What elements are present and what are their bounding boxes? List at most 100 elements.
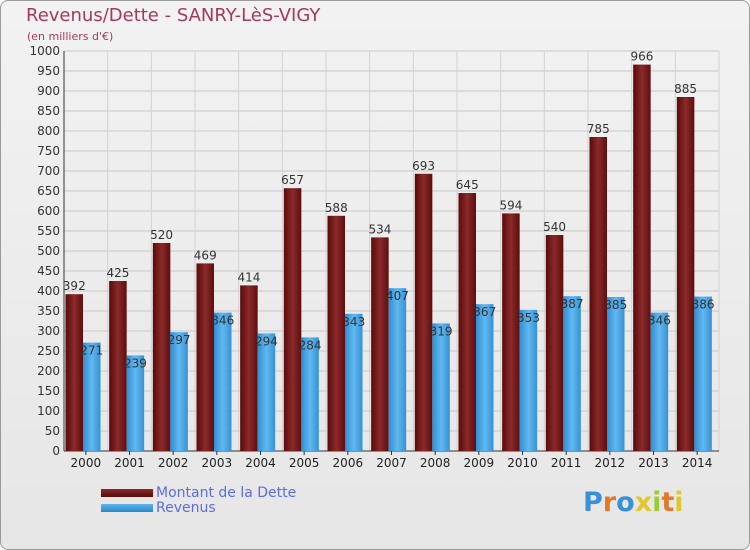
bar-revenus <box>694 296 712 451</box>
bar-revenus <box>476 304 494 451</box>
x-tick-label: 2003 <box>202 456 233 470</box>
proxiti-logo: Proxiti <box>583 487 684 518</box>
data-label-dette: 785 <box>587 122 610 136</box>
x-tick-label: 2002 <box>158 456 189 470</box>
bar-revenus <box>170 332 188 451</box>
bar-dette <box>196 263 214 451</box>
x-tick-label: 2012 <box>595 456 626 470</box>
bar-dette <box>676 97 695 451</box>
chart-title: Revenus/Dette - SANRY-LèS-VIGY <box>26 5 321 26</box>
brand-letter: x <box>634 487 653 518</box>
data-label-revenus: 297 <box>168 333 191 347</box>
y-tick-label: 750 <box>37 144 60 158</box>
y-tick-label: 650 <box>37 184 60 198</box>
bar-revenus <box>301 337 319 451</box>
brand-letter: P <box>583 487 603 518</box>
x-tick-label: 2000 <box>71 456 102 470</box>
x-tick-label: 2008 <box>420 456 451 470</box>
data-label-revenus: 319 <box>430 324 453 338</box>
x-tick-label: 2001 <box>114 456 145 470</box>
legend-label-dette: Montant de la Dette <box>156 485 297 501</box>
data-label-revenus: 353 <box>517 311 540 325</box>
legend-label-revenus: Revenus <box>156 500 216 516</box>
legend-swatch-dette <box>101 489 153 497</box>
data-label-revenus: 386 <box>692 298 715 312</box>
axes: 0 50 100 150 200 250 300 350 400 450 500 550 600 650 7… <box>29 44 719 470</box>
brand-letter: i <box>652 487 662 518</box>
y-tick-label: 100 <box>37 404 60 418</box>
bar-revenus <box>345 313 363 451</box>
x-tick-label: 2004 <box>245 456 276 470</box>
y-tick-label: 0 <box>52 444 60 458</box>
bar-dette <box>327 215 345 451</box>
data-label-revenus: 343 <box>342 315 365 329</box>
x-tick-label: 2014 <box>682 456 713 470</box>
data-label-dette: 657 <box>281 173 304 187</box>
data-label-dette: 425 <box>106 266 129 280</box>
data-label-revenus: 294 <box>255 334 278 348</box>
bar-dette <box>545 235 564 451</box>
x-tick-label: 2007 <box>376 456 407 470</box>
data-label-revenus: 271 <box>80 344 103 358</box>
data-label-dette: 392 <box>63 279 86 293</box>
bar-dette <box>240 285 258 451</box>
y-tick-label: 400 <box>37 284 60 298</box>
y-tick-label: 150 <box>37 384 60 398</box>
y-tick-label: 550 <box>37 224 60 238</box>
data-label-revenus: 367 <box>473 305 496 319</box>
x-tick-label: 2013 <box>638 456 669 470</box>
data-label-dette: 469 <box>194 248 217 262</box>
data-label-dette: 966 <box>630 50 653 64</box>
y-tick-label: 1000 <box>29 44 60 58</box>
y-tick-label: 300 <box>37 324 60 338</box>
brand-letter: r <box>602 487 617 518</box>
data-label-dette: 534 <box>368 222 391 236</box>
y-tick-label: 850 <box>37 104 60 118</box>
bar-dette <box>502 213 520 451</box>
y-tick-label: 200 <box>37 364 60 378</box>
bar-revenus <box>432 323 450 451</box>
data-label-revenus: 346 <box>648 314 671 328</box>
y-tick-label: 900 <box>37 84 60 98</box>
data-label-revenus: 387 <box>561 297 584 311</box>
legend-swatch-revenus <box>101 504 153 512</box>
x-tick-label: 2005 <box>289 456 320 470</box>
data-label-revenus: 407 <box>386 289 409 303</box>
bar-revenus <box>519 309 538 451</box>
bar-revenus <box>388 288 407 451</box>
y-tick-label: 50 <box>45 424 60 438</box>
y-tick-label: 350 <box>37 304 60 318</box>
bar-revenus <box>214 312 232 451</box>
bar-revenus <box>257 333 276 451</box>
data-label-revenus: 284 <box>299 338 322 352</box>
data-label-dette: 540 <box>543 220 566 234</box>
bar-revenus <box>650 312 669 451</box>
data-labels: 392 271 425 239 520 297 469 346 414 294 657 284 588 3… <box>63 50 715 371</box>
bar-dette <box>633 64 651 451</box>
x-tick-label: 2006 <box>333 456 364 470</box>
bars <box>65 64 712 452</box>
bar-dette <box>65 294 83 451</box>
bar-revenus <box>563 296 581 451</box>
x-tick-label: 2011 <box>551 456 582 470</box>
bar-dette <box>283 188 302 451</box>
x-tick-label: 2009 <box>464 456 495 470</box>
data-label-dette: 588 <box>325 201 348 215</box>
y-tick-label: 250 <box>37 344 60 358</box>
y-tick-label: 600 <box>37 204 60 218</box>
data-label-dette: 594 <box>499 198 522 212</box>
data-label-dette: 414 <box>237 270 260 284</box>
data-label-revenus: 346 <box>211 314 234 328</box>
bar-dette <box>152 243 171 451</box>
data-label-revenus: 239 <box>124 356 147 370</box>
bar-dette <box>589 137 607 451</box>
bar-dette <box>458 193 476 451</box>
bar-dette <box>109 281 127 451</box>
bar-revenus <box>607 297 625 451</box>
brand-letter: t <box>661 487 675 518</box>
y-tick-label: 950 <box>37 64 60 78</box>
x-tick-label: 2010 <box>507 456 538 470</box>
data-label-dette: 693 <box>412 159 435 173</box>
